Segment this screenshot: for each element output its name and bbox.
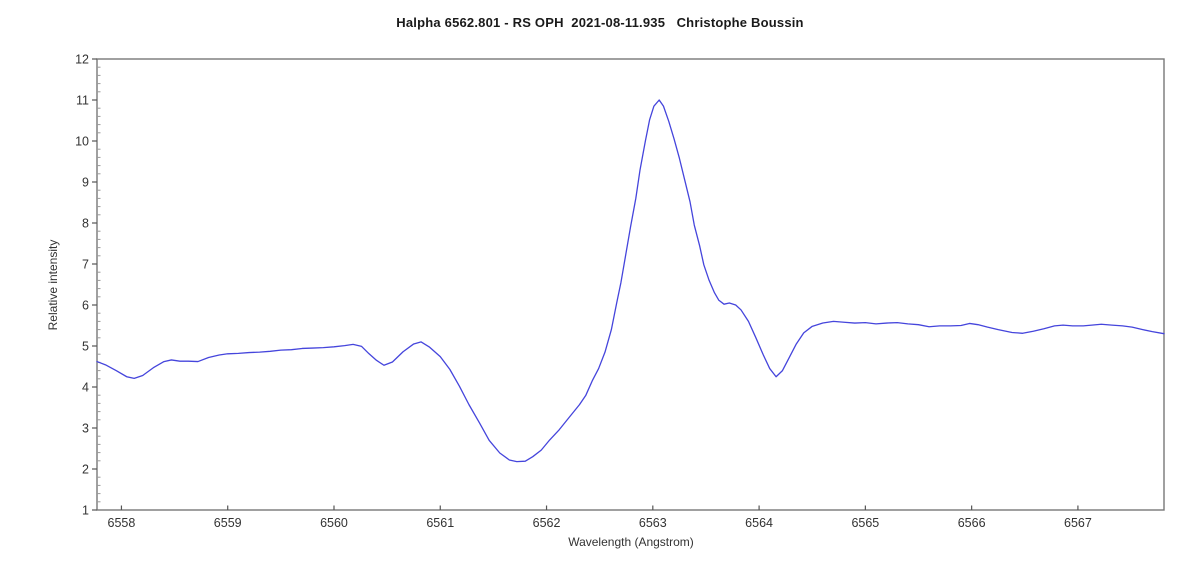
- y-tick-label: 3: [82, 422, 89, 436]
- x-tick-label: 6567: [1064, 516, 1092, 530]
- x-tick-label: 6559: [214, 516, 242, 530]
- y-tick-label: 1: [82, 504, 89, 518]
- y-tick-label: 7: [82, 258, 89, 272]
- y-tick-label: 11: [76, 94, 89, 108]
- y-tick-label: 10: [75, 135, 89, 149]
- spectrum-line: [96, 99, 1165, 463]
- x-tick-label: 6558: [108, 516, 136, 530]
- y-tick-label: 4: [82, 381, 89, 395]
- y-tick-label: 5: [82, 340, 89, 354]
- x-tick-label: 6564: [745, 516, 773, 530]
- y-tick-label: 12: [75, 53, 89, 67]
- y-tick-label: 2: [82, 463, 89, 477]
- x-tick-label: 6563: [639, 516, 667, 530]
- x-tick-label: 6562: [533, 516, 561, 530]
- y-axis-label: Relative intensity: [46, 239, 60, 331]
- chart-title: Halpha 6562.801 - RS OPH 2021-08-11.935 …: [396, 15, 804, 30]
- plot-border: [96, 58, 1165, 511]
- y-tick-label: 8: [82, 217, 89, 231]
- x-tick-label: 6566: [958, 516, 986, 530]
- x-axis-label: Wavelength (Angstrom): [568, 535, 694, 549]
- x-tick-label: 6560: [320, 516, 348, 530]
- y-tick-label: 6: [82, 299, 89, 313]
- x-tick-label: 6565: [851, 516, 879, 530]
- x-tick-label: 6561: [426, 516, 454, 530]
- y-tick-label: 9: [82, 176, 89, 190]
